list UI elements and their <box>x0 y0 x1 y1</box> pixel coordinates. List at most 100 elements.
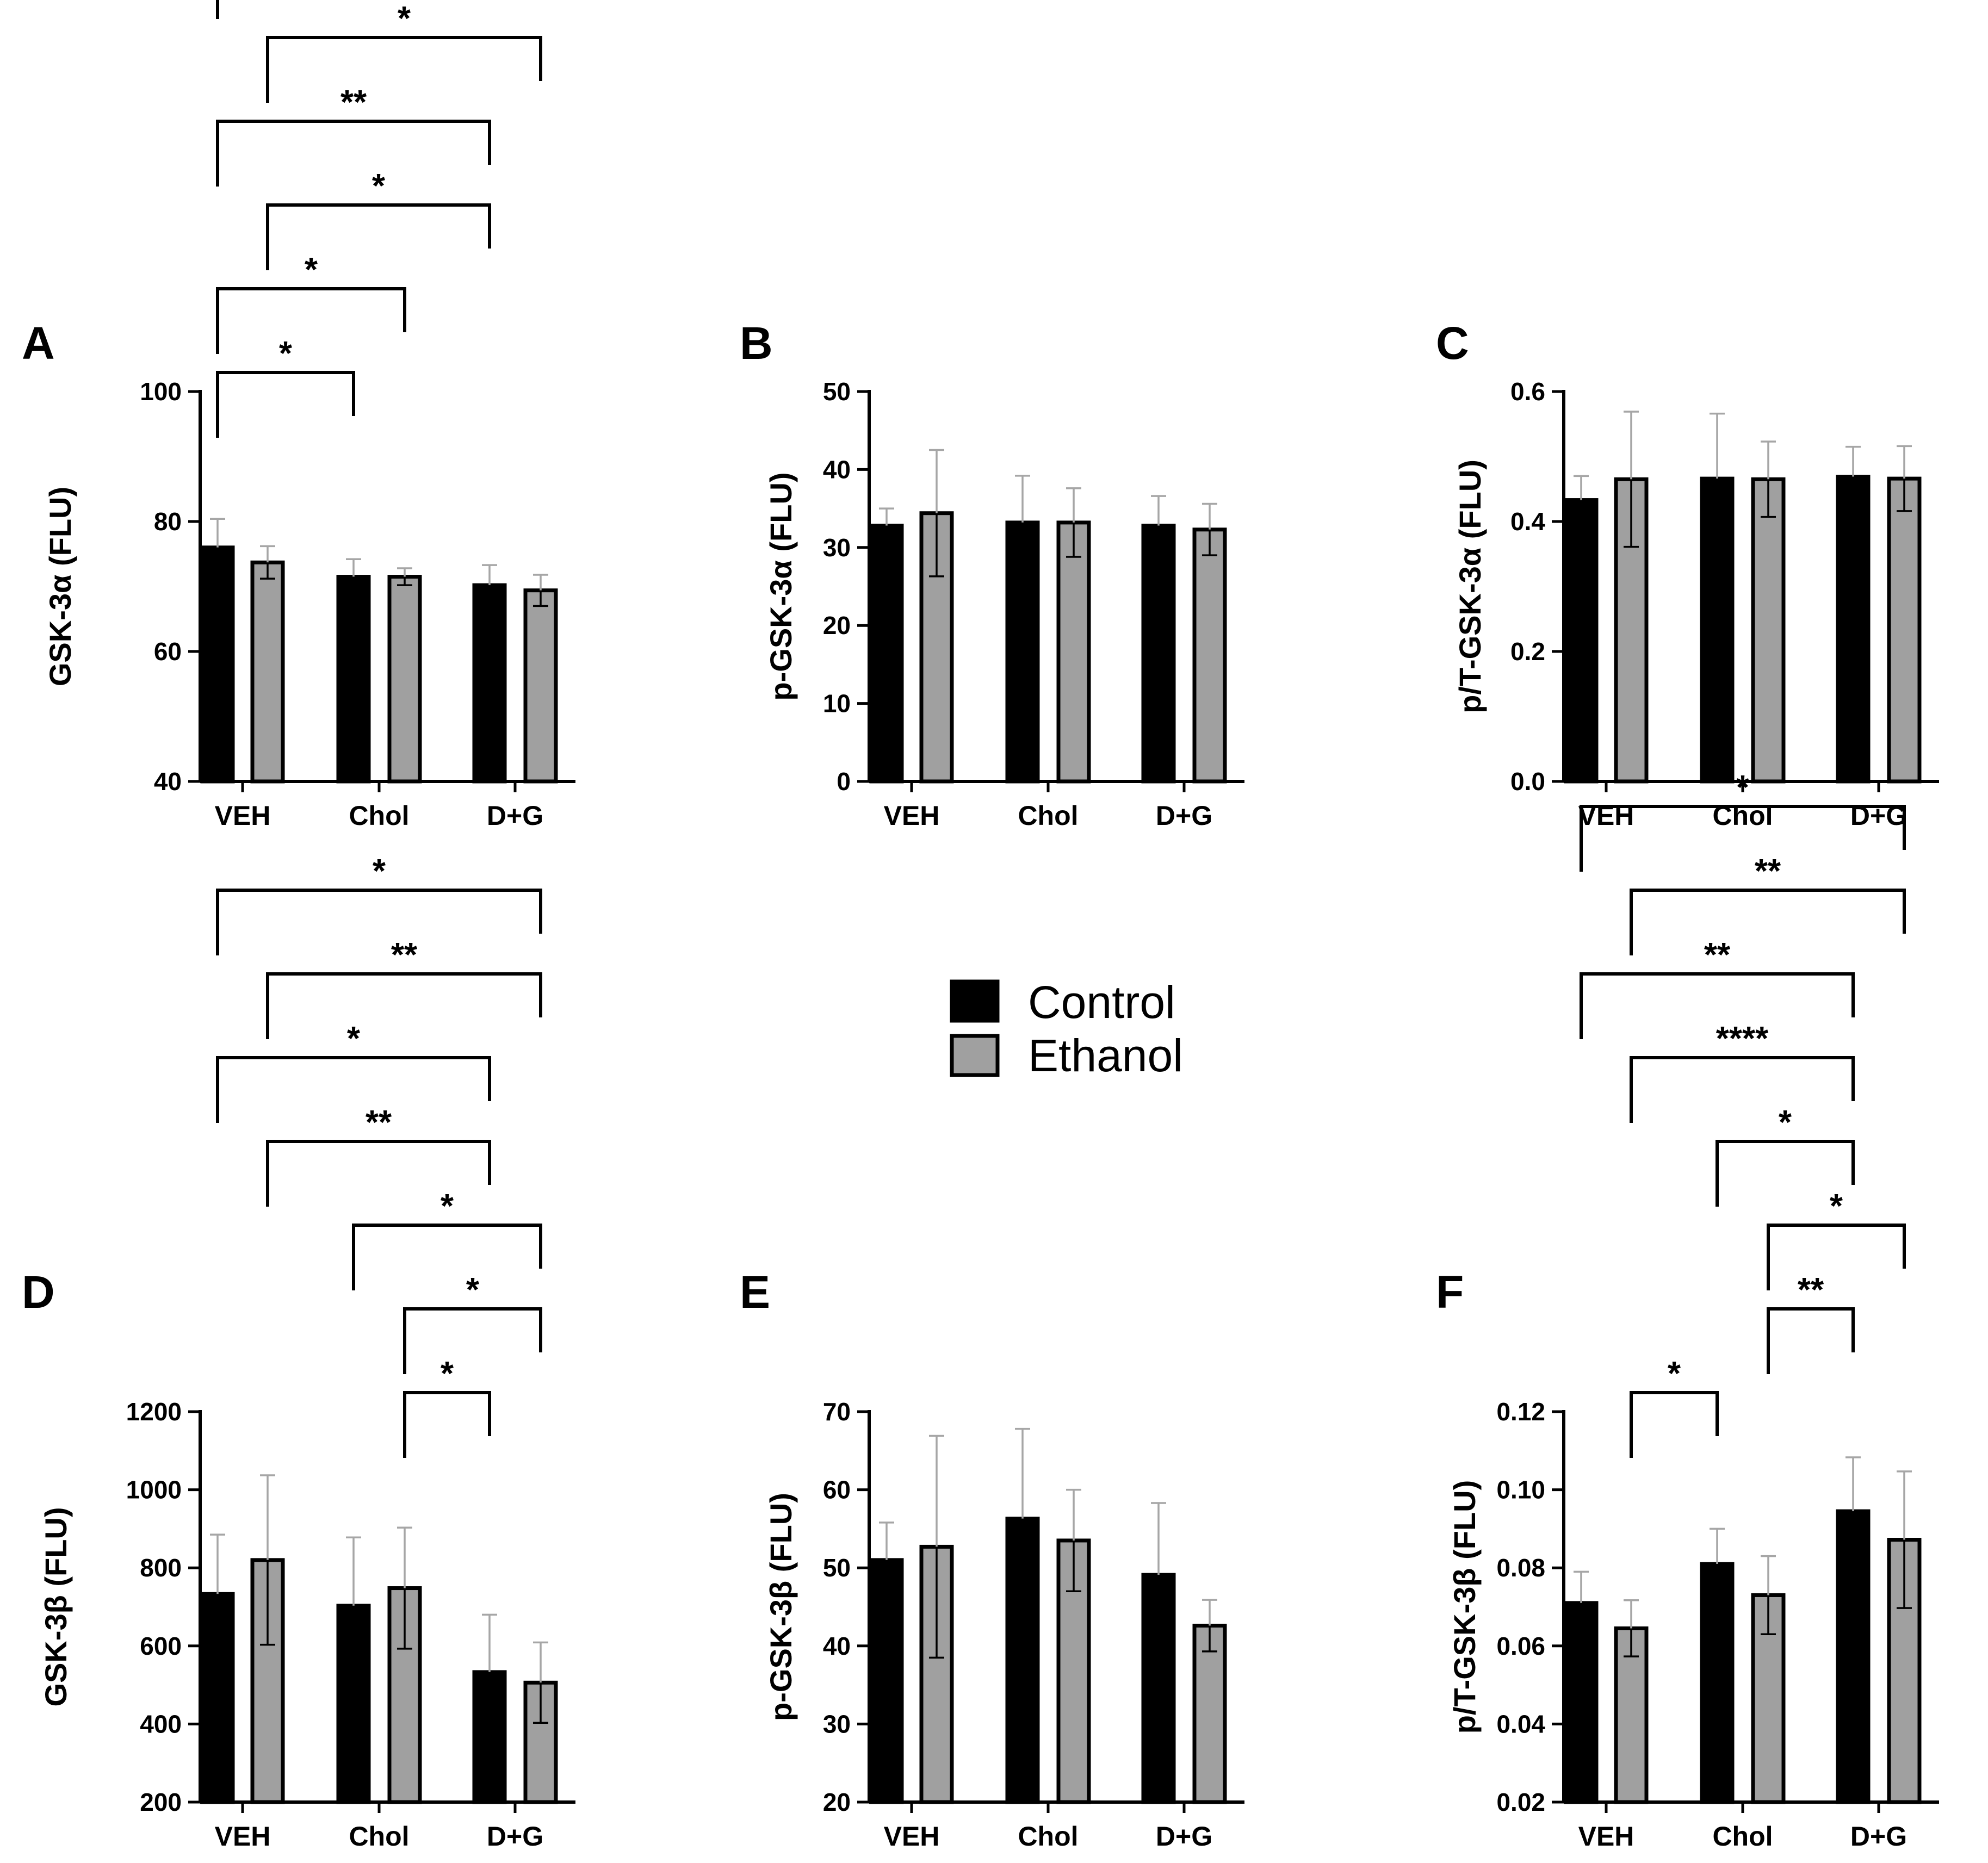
significance-label: * <box>441 1188 454 1225</box>
significance-bracket <box>403 1391 491 1458</box>
significance-label: * <box>1736 769 1750 806</box>
y-tick-label: 80 <box>154 507 182 536</box>
bar-control-veh <box>200 545 235 784</box>
significance-bracket <box>1630 1056 1855 1123</box>
y-tick-label: 40 <box>823 455 851 483</box>
significance-label: * <box>373 853 386 890</box>
panel-label: C <box>1436 318 1469 369</box>
y-tick-label: 100 <box>140 377 182 406</box>
y-tick-label: 0.4 <box>1510 507 1545 536</box>
y-tick-label: 10 <box>823 690 851 718</box>
bar-ethanol-chol <box>387 575 422 784</box>
bar-control-dg <box>1836 475 1871 784</box>
y-tick-label: 60 <box>823 1476 851 1504</box>
bar-ethanol-chol <box>1056 520 1091 784</box>
x-tick-label: Chol <box>1018 800 1078 831</box>
bar-control-dg <box>1141 524 1176 784</box>
significance-label: * <box>466 1271 480 1309</box>
y-tick-label: 0.6 <box>1510 377 1545 406</box>
significance-label: * <box>1668 1355 1681 1393</box>
significance-bracket <box>266 972 542 1039</box>
bar-ethanol-chol <box>1751 477 1786 784</box>
x-tick-label: Chol <box>349 800 409 831</box>
x-tick-label: D+G <box>1156 1821 1212 1852</box>
significance-bracket <box>1580 972 1855 1039</box>
significance-bracket <box>1580 805 1906 872</box>
significance-label: ** <box>340 84 367 121</box>
significance-label: * <box>441 1355 454 1393</box>
x-tick-label: D+G <box>1156 800 1212 831</box>
significance-bracket <box>216 371 355 438</box>
y-tick-label: 50 <box>823 377 851 406</box>
y-tick-label: 70 <box>823 1398 851 1426</box>
y-axis-title: p-GSK-3α (FLU) <box>764 472 798 700</box>
significance-bracket <box>1767 1307 1855 1374</box>
significance-bracket <box>216 120 491 187</box>
significance-label: * <box>372 167 386 205</box>
significance-label: * <box>347 1020 361 1058</box>
bar-ethanol-dg <box>523 588 558 784</box>
significance-bracket <box>1767 1224 1906 1290</box>
significance-label: ** <box>391 936 418 974</box>
y-tick-label: 200 <box>140 1788 182 1816</box>
y-axis-title: p/T-GSK-3β (FLU) <box>1447 1480 1482 1734</box>
y-tick-label: 0.2 <box>1510 637 1545 666</box>
significance-bracket <box>1630 889 1906 955</box>
x-tick-label: D+G <box>1850 1821 1907 1852</box>
x-tick-label: VEH <box>884 800 940 831</box>
y-tick-label: 20 <box>823 611 851 639</box>
bar-ethanol-dg <box>1192 527 1227 784</box>
legend-swatch-control <box>950 979 1000 1023</box>
y-tick-label: 1000 <box>126 1476 182 1504</box>
y-tick-label: 50 <box>823 1554 851 1582</box>
significance-bracket <box>216 889 542 955</box>
y-tick-label: 800 <box>140 1554 182 1582</box>
x-tick-label: Chol <box>349 1821 409 1852</box>
x-tick-label: VEH <box>215 1821 271 1852</box>
y-tick-label: 40 <box>823 1632 851 1660</box>
x-tick-label: VEH <box>215 800 271 831</box>
significance-label: **** <box>1716 1020 1769 1058</box>
bar-ethanol-dg <box>1887 476 1922 784</box>
significance-label: ** <box>1704 936 1731 974</box>
panel-label: E <box>740 1266 770 1318</box>
significance-bracket <box>1715 1140 1855 1207</box>
significance-bracket <box>266 203 491 270</box>
bar-control-veh <box>1564 498 1599 784</box>
significance-label: * <box>305 251 318 289</box>
significance-label: * <box>279 335 293 372</box>
panel-D: D GSK-3β (FLU) 200 400 600 800 1000 1200 VEH Chol… <box>22 853 575 1852</box>
panel-F: Fp/T-GSK-3β (FLU) 0.02 0.04 0.06 0.08 0.10 0.1… <box>1436 769 1939 1852</box>
significance-bracket <box>266 36 542 103</box>
y-tick-label: 600 <box>140 1632 182 1660</box>
bar-control-chol <box>336 575 371 784</box>
y-tick-label: 1200 <box>126 1398 182 1426</box>
y-tick-label: 0 <box>837 767 851 796</box>
y-tick-label: 20 <box>823 1788 851 1816</box>
bar-control-veh <box>869 524 904 784</box>
significance-label: * <box>398 0 411 38</box>
y-axis-title: GSK-3α (FLU) <box>43 487 77 686</box>
x-tick-label: VEH <box>1578 1821 1634 1852</box>
x-tick-label: Chol <box>1018 1821 1078 1852</box>
significance-bracket <box>403 1307 542 1374</box>
y-tick-label: 0.06 <box>1496 1632 1545 1660</box>
y-tick-label: 30 <box>823 533 851 562</box>
y-axis-title: GSK-3β (FLU) <box>39 1507 73 1706</box>
panel-label: A <box>22 318 55 369</box>
legend-swatch-ethanol <box>950 1034 1000 1077</box>
significance-label: ** <box>366 1104 392 1141</box>
bar-control-dg <box>472 583 507 784</box>
x-tick-label: D+G <box>487 800 543 831</box>
y-tick-label: 0.02 <box>1496 1788 1545 1816</box>
y-tick-label: 60 <box>154 637 182 666</box>
bar-ethanol-veh <box>250 560 285 784</box>
legend-label-ethanol: Ethanol <box>1028 1030 1183 1081</box>
significance-label: ** <box>1798 1271 1824 1309</box>
panel-E: Ep-GSK-3β (FLU) 20 30 40 50 60 70 VEH Chol D+G <box>740 1266 1244 1852</box>
significance-bracket <box>352 1224 542 1290</box>
